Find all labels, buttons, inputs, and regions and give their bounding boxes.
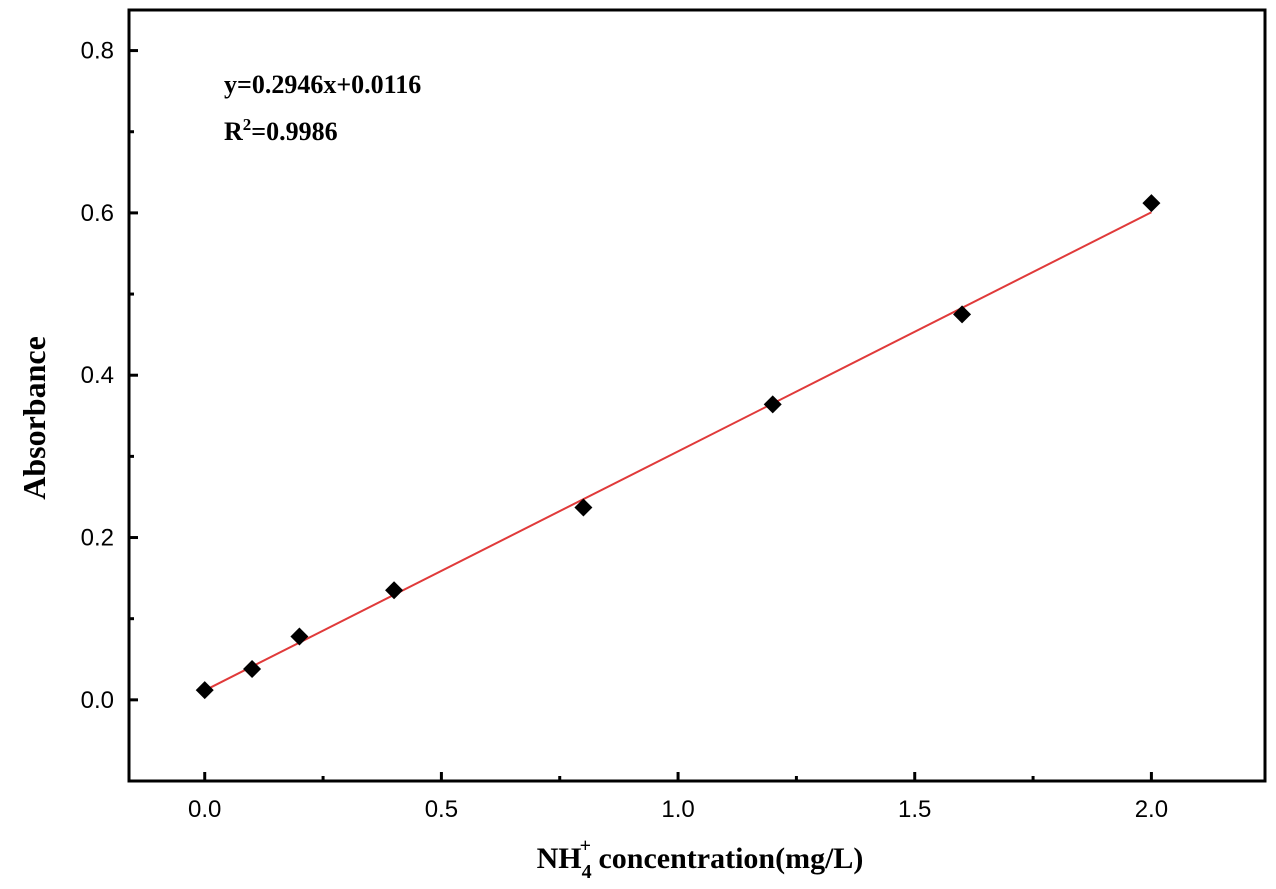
r-squared-value: =0.9986: [251, 117, 337, 146]
data-point-diamond: [290, 627, 309, 646]
data-points-layer: [195, 194, 1161, 700]
y-tick-label: 0.2: [81, 525, 114, 552]
x-tick-label: 2.0: [1135, 796, 1168, 823]
data-point-diamond: [953, 305, 972, 324]
y-tick-label: 0.8: [81, 38, 114, 65]
plot-border: [127, 8, 1267, 783]
x-tick-label: 0.5: [425, 796, 458, 823]
y-tick-label: 0.0: [81, 687, 114, 714]
x-axis-title-rest: concentration(mg/L): [591, 842, 863, 875]
r-squared-letter: R: [224, 117, 243, 146]
y-tick-label: 0.4: [81, 362, 114, 389]
x-tick-label: 1.5: [898, 796, 931, 823]
x-axis-title-subscript: 4: [582, 861, 592, 883]
x-tick-label: 0.0: [188, 796, 221, 823]
equation-annotation: y=0.2946x+0.0116: [224, 70, 421, 99]
fit-line-layer: [204, 211, 1152, 692]
r-squared-annotation: R2=0.9986: [224, 115, 338, 146]
x-axis-title-superscript: +: [580, 835, 591, 857]
r-squared-superscript: 2: [243, 115, 252, 134]
data-point-diamond: [1142, 194, 1161, 213]
x-axis-title: NH4 + concentration(mg/L): [537, 835, 864, 883]
data-point-diamond: [385, 581, 404, 600]
x-tick-label: 1.0: [661, 796, 694, 823]
x-axis-title-main: NH: [537, 842, 582, 875]
data-point-diamond: [243, 660, 262, 679]
plot-frame: [127, 8, 1267, 783]
y-axis-ticks: 0.0 0.2 0.4 0.6 0.8: [81, 38, 138, 783]
data-point-diamond: [763, 395, 782, 414]
data-point-diamond: [195, 681, 214, 700]
y-axis-title: Absorbance: [16, 336, 52, 500]
y-tick-label: 0.6: [81, 200, 114, 227]
fit-line: [204, 211, 1152, 692]
x-axis-ticks: 0.0 0.5 1.0 1.5 2.0: [188, 772, 1168, 823]
data-point-diamond: [574, 498, 593, 517]
